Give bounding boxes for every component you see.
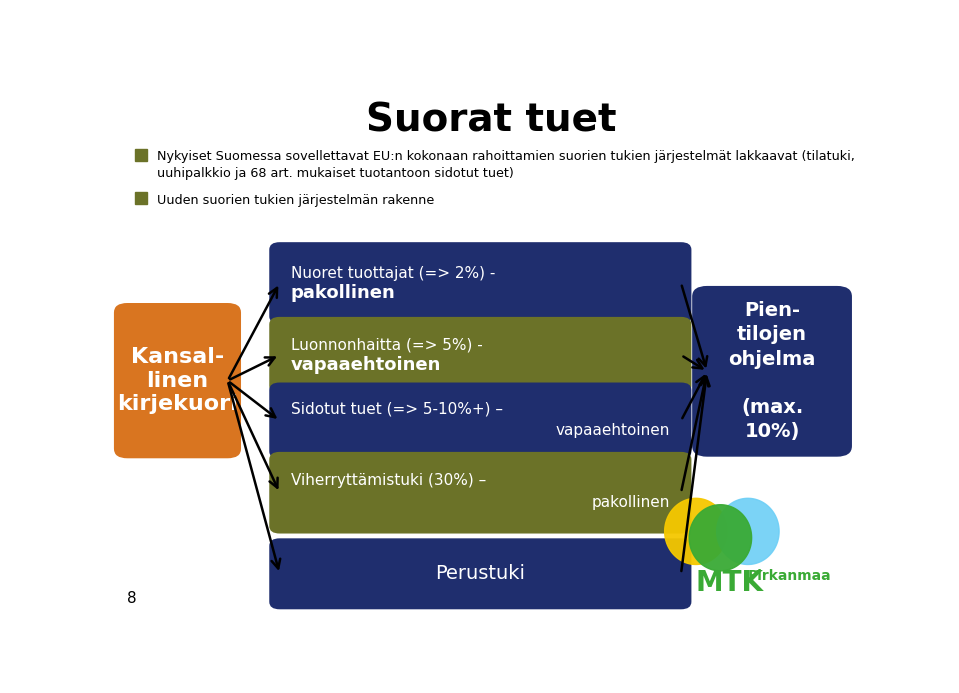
FancyBboxPatch shape — [269, 452, 691, 534]
Text: Kansal-
linen
kirjekuori: Kansal- linen kirjekuori — [117, 347, 238, 414]
Polygon shape — [665, 498, 727, 565]
Text: Viherryttämistuki (30%) –: Viherryttämistuki (30%) – — [291, 473, 486, 489]
Text: pakollinen: pakollinen — [291, 283, 395, 301]
Text: Uuden suorien tukien järjestelmän rakenne: Uuden suorien tukien järjestelmän rakenn… — [157, 193, 434, 207]
Text: vapaaehtoinen: vapaaehtoinen — [555, 423, 669, 438]
Text: MTK: MTK — [696, 569, 764, 597]
Text: vapaaehtoinen: vapaaehtoinen — [291, 356, 441, 374]
Text: Luonnonhaitta (=> 5%) -: Luonnonhaitta (=> 5%) - — [291, 338, 482, 353]
Text: 8: 8 — [128, 591, 137, 606]
FancyBboxPatch shape — [269, 317, 691, 393]
Text: Pien-
tilojen
ohjelma

(max.
10%): Pien- tilojen ohjelma (max. 10%) — [729, 301, 816, 441]
Text: Nuoret tuottajat (=> 2%) -: Nuoret tuottajat (=> 2%) - — [291, 266, 495, 281]
Text: Suorat tuet: Suorat tuet — [366, 102, 617, 140]
Text: Sidotut tuet (=> 5-10%+) –: Sidotut tuet (=> 5-10%+) – — [291, 401, 503, 416]
Polygon shape — [716, 498, 779, 565]
FancyBboxPatch shape — [269, 242, 691, 324]
FancyBboxPatch shape — [692, 286, 852, 457]
Text: Nykyiset Suomessa sovellettavat EU:n kokonaan rahoittamien suorien tukien järjes: Nykyiset Suomessa sovellettavat EU:n kok… — [157, 150, 854, 180]
Text: pakollinen: pakollinen — [592, 495, 669, 510]
Text: Pirkanmaa: Pirkanmaa — [748, 569, 831, 583]
Polygon shape — [690, 505, 752, 571]
Text: Perustuki: Perustuki — [435, 564, 526, 584]
FancyBboxPatch shape — [269, 538, 691, 609]
FancyBboxPatch shape — [114, 303, 241, 458]
FancyBboxPatch shape — [269, 383, 691, 459]
